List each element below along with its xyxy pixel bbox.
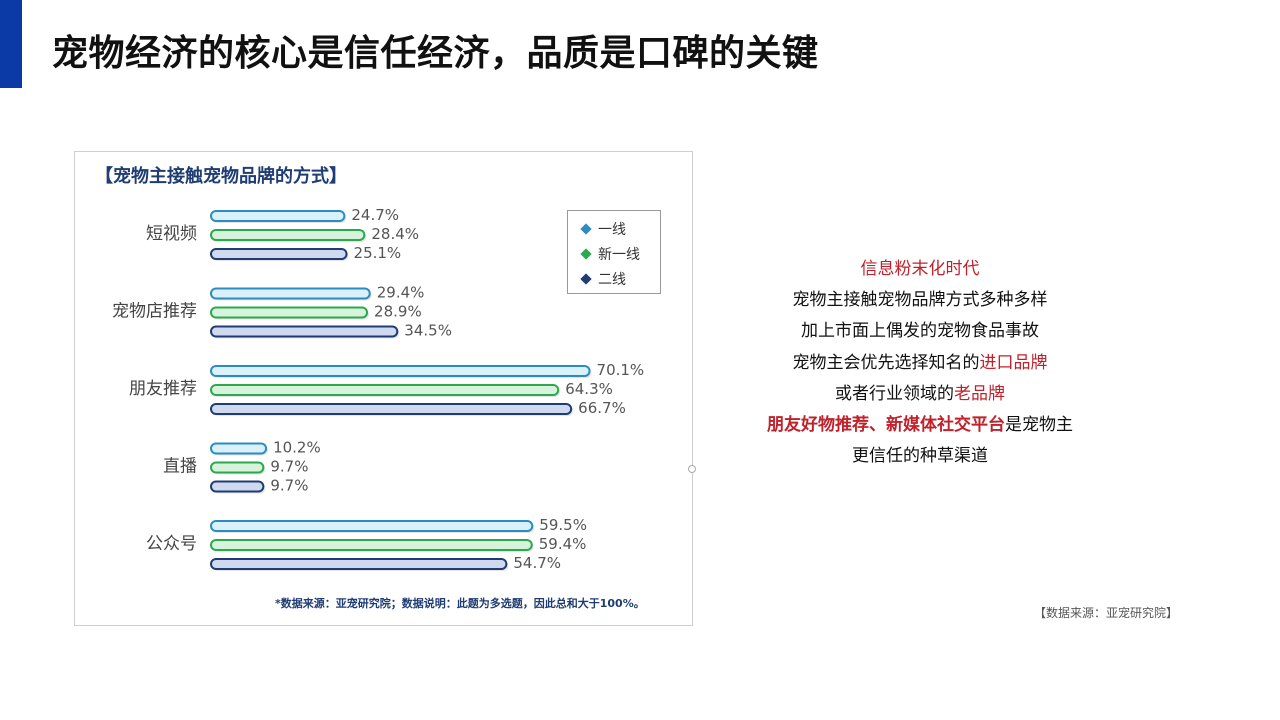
data-label-pet-store-tier2: 34.5% (404, 322, 452, 340)
bar-wechat-account-tier2 (210, 558, 508, 570)
legend-item-tier1: 一线 (580, 219, 626, 239)
legend-item-new-tier1: 新一线 (580, 244, 640, 264)
bar-pet-store-new-tier1 (210, 306, 369, 319)
bar-wechat-account-new-tier1 (210, 539, 533, 551)
data-label-friends-tier1: 70.1% (597, 361, 645, 379)
chart-footnote: *数据来源：亚宠研究院；数据说明：此题为多选题，因此总和大于100%。 (275, 597, 645, 610)
title-accent-bar (0, 0, 22, 88)
bar-pet-store-tier2 (210, 325, 399, 338)
bar-pet-store-tier1 (210, 287, 371, 300)
bar-short-video-tier2 (210, 248, 348, 260)
insight-line-3: 加上市面上偶发的宠物食品事故 (801, 321, 1039, 342)
insight-line-2: 宠物主接触宠物品牌方式多种多样 (792, 290, 1048, 311)
data-label-short-video-new-tier1: 28.4% (371, 225, 419, 243)
bar-short-video-new-tier1 (210, 229, 366, 241)
legend-marker-new-tier1 (580, 248, 592, 260)
insight-line-7: 更信任的种草渠道 (852, 446, 988, 467)
data-label-wechat-account-new-tier1: 59.4% (539, 535, 587, 553)
bar-chart: 短视频 24.7%28.4%25.1% 宠物店推荐 29.4%28.9%34.5% 朋友… (112, 206, 645, 572)
category-label-livestream: 直播 (163, 457, 197, 477)
data-label-livestream-tier1: 10.2% (273, 439, 321, 457)
insight-highlight-channels: 朋友好物推荐、新媒体社交平台 (767, 415, 1005, 436)
insight-line-6: 朋友好物推荐、新媒体社交平台是宠物主 (760, 410, 1080, 441)
insight-line-4: 宠物主会优先选择知名的进口品牌 (760, 348, 1080, 379)
chart-panel: 【宠物主接触宠物品牌的方式】 短视频 24.7% 28.4% 25.1% 宠物店推荐 29… (74, 151, 696, 626)
bar-short-video-tier1 (210, 210, 346, 222)
chart-title: 【宠物主接触宠物品牌的方式】 (95, 166, 347, 187)
category-label-short-video: 短视频 (146, 224, 197, 244)
insight-text: 信息粉末化时代 宠物主接触宠物品牌方式多种多样 加上市面上偶发的宠物食品事故 宠… (760, 254, 1080, 472)
category-label-wechat-account: 公众号 (146, 534, 197, 554)
legend-label-tier1: 一线 (598, 222, 626, 238)
insight-line-4-text: 宠物主会优先选择知名的 (792, 352, 980, 373)
bar-wechat-account-tier1 (210, 520, 534, 532)
data-label-pet-store-new-tier1: 28.9% (374, 303, 422, 321)
data-label-friends-tier2: 66.7% (578, 399, 626, 417)
data-label-friends-new-tier1: 64.3% (565, 380, 613, 398)
legend-marker-tier1 (580, 223, 592, 235)
data-label-wechat-account-tier2: 54.7% (513, 554, 561, 572)
bar-livestream-tier2 (210, 480, 265, 493)
bar-friends-tier1 (210, 365, 591, 377)
data-label-livestream-tier2: 9.7% (270, 477, 308, 495)
insight-line-6-text: 是宠物主 (1005, 415, 1073, 436)
category-label-pet-store: 宠物店推荐 (112, 302, 197, 322)
data-label-pet-store-tier1: 29.4% (377, 284, 425, 302)
slide-title: 宠物经济的核心是信任经济，品质是口碑的关键 (52, 33, 819, 74)
bar-friends-tier2 (210, 403, 573, 415)
legend-marker-tier2 (580, 273, 592, 285)
source-note: 【数据来源：亚宠研究院】 (1034, 606, 1179, 620)
legend-item-tier2: 二线 (580, 269, 626, 289)
insight-highlight-old-brands: 老品牌 (954, 383, 1005, 404)
data-label-livestream-new-tier1: 9.7% (270, 458, 308, 476)
data-label-wechat-account-tier1: 59.5% (539, 516, 587, 534)
legend-label-tier2: 二线 (598, 272, 626, 288)
bar-livestream-new-tier1 (210, 461, 265, 474)
category-label-friends: 朋友推荐 (129, 379, 197, 399)
insight-highlight-imported-brands: 进口品牌 (979, 352, 1048, 373)
insight-line-5: 或者行业领域的老品牌 (760, 379, 1080, 410)
data-label-short-video-tier2: 25.1% (354, 244, 402, 262)
data-label-short-video-tier1: 24.7% (351, 206, 399, 224)
bar-friends-new-tier1 (210, 384, 560, 396)
chart-legend: 一线 新一线 二线 (567, 210, 661, 294)
insight-line-1: 信息粉末化时代 (860, 259, 980, 279)
legend-label-new-tier1: 新一线 (598, 247, 640, 263)
insight-line-5-text: 或者行业领域的 (835, 383, 954, 404)
bar-livestream-tier1 (210, 442, 268, 455)
resize-handle[interactable] (688, 465, 696, 473)
